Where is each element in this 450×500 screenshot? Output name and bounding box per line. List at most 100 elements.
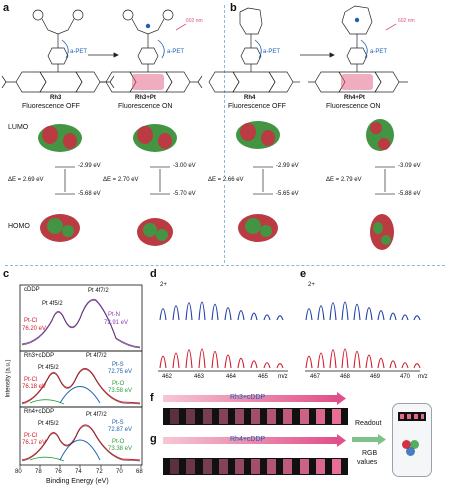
- strip-g-well-5: [251, 459, 260, 474]
- d-red-peak-2: [185, 349, 193, 369]
- homo-label-a: HOMO: [8, 223, 30, 230]
- mol-name-rh4: Rh4: [244, 95, 256, 101]
- e-blue-peak-7: [389, 312, 397, 321]
- e-xtick-1: 468: [340, 374, 351, 380]
- gap-rh3: ΔE = 2.69 eV: [8, 177, 44, 183]
- readout-line3: values: [357, 459, 378, 466]
- panel-label-d: d: [150, 268, 157, 280]
- xps-sub2-pk1: Pt 4f5/2: [38, 365, 59, 371]
- mol-name-rh4pt: Rh4+Pt: [344, 95, 365, 101]
- color-strip-f: [163, 408, 348, 425]
- strip-g-well-8: [299, 459, 309, 474]
- d-red-peak-8: [263, 362, 271, 369]
- e-blue-peak-5: [365, 307, 373, 321]
- xps-xtick-1: 78: [35, 469, 42, 475]
- panel-divider-vertical: [224, 5, 225, 263]
- strip-f-well-6: [267, 409, 277, 424]
- xps-sub3-title: Rh4+cDDP: [24, 409, 55, 415]
- fluor-off-a: Fluorescence OFF: [22, 103, 80, 110]
- homo-energy-rh3: -5.68 eV: [78, 191, 101, 197]
- xps-sub3-a3v: 73.38 eV: [108, 446, 133, 452]
- homo-energy-rh4pt: -5.88 eV: [398, 191, 421, 197]
- strip-f-well-4: [234, 409, 244, 424]
- xps-sub1-title: cDDP: [24, 287, 40, 293]
- xps-xtick-6: 68: [136, 469, 143, 475]
- d-red-peak-4: [211, 350, 219, 369]
- arrow-text-g: Rh4+cDDP: [230, 436, 266, 443]
- e-blue-peak-4: [353, 303, 361, 321]
- fluor-off-b: Fluorescence OFF: [228, 103, 286, 110]
- strip-g-well-7: [283, 459, 293, 474]
- e-red-peak-2: [329, 349, 337, 369]
- rgb-blue-icon: [406, 447, 415, 456]
- e-red-peak-8: [401, 362, 409, 369]
- e-red-peak-5: [365, 354, 373, 369]
- d-red-peak-3: [198, 348, 206, 369]
- xps-sub1-a1v: 76.20 eV: [22, 326, 47, 332]
- d-red-peak-7: [250, 360, 258, 369]
- e-blue-peak-0: [305, 308, 313, 321]
- gap-rh4: ΔE = 2.66 eV: [208, 177, 244, 184]
- xps-sub3-a2v: 72.87 eV: [108, 427, 133, 433]
- e-red-peak-7: [389, 360, 397, 369]
- e-red-peak-9: [413, 363, 421, 369]
- d-blue-peak-7: [250, 312, 258, 321]
- xps-sub2-a2: Pt-S: [112, 362, 124, 368]
- d-blue-peak-6: [237, 310, 245, 321]
- e-blue-peak-3: [341, 301, 349, 321]
- strip-f-well-5: [251, 409, 260, 424]
- strip-f-well-1: [186, 409, 196, 424]
- color-strip-g: [163, 458, 348, 475]
- strip-f-well-2: [202, 409, 212, 424]
- d-red-peak-6: [237, 357, 245, 369]
- phone-strip-preview: [398, 412, 426, 421]
- xps-sub3-a2: Pt-S: [112, 420, 124, 426]
- e-blue-peak-6: [377, 310, 385, 321]
- strip-g-well-0: [170, 459, 180, 474]
- lumo-energy-rh3: -2.99 eV: [78, 163, 101, 169]
- pet-label-rh3: a-PET: [70, 49, 88, 55]
- rgb-red-icon: [402, 440, 411, 449]
- strip-g-well-10: [331, 459, 341, 474]
- fluor-on-b: Fluorescence ON: [326, 103, 381, 110]
- d-red-peak-1: [172, 352, 180, 369]
- xps-sub3-a1v: 76.17 eV: [22, 440, 47, 446]
- lumo-label-a: LUMO: [8, 124, 29, 131]
- e-red-peak-1: [317, 352, 325, 369]
- homo-energy-rh4: -5.65 eV: [276, 191, 299, 197]
- xps-sub2-a2v: 72.75 eV: [108, 369, 133, 375]
- panel-label-b: b: [230, 2, 237, 14]
- d-blue-peak-9: [276, 315, 284, 321]
- wavelength-a: 602 nm: [186, 18, 203, 24]
- lumo-energy-rh3pt: -3.00 eV: [173, 163, 196, 169]
- strip-g-well-6: [267, 459, 277, 474]
- lumo-energy-rh4: -2.99 eV: [276, 163, 299, 169]
- strip-g-well-9: [315, 459, 325, 474]
- arrow-text-f: Rh3+cDDP: [230, 394, 266, 401]
- xps-sub3-pk2: Pt 4f7/2: [86, 412, 107, 418]
- gap-rh4pt: ΔE = 2.79 eV: [326, 177, 362, 183]
- mol-name-rh3: Rh3: [50, 95, 62, 101]
- panel-label-c: c: [3, 268, 10, 280]
- strip-f-well-9: [315, 409, 325, 424]
- d-blue-peak-3: [198, 301, 206, 321]
- d-red-peak-9: [276, 363, 284, 369]
- strip-f-well-0: [170, 409, 180, 424]
- d-blue-peak-0: [159, 308, 167, 321]
- rgb-green-icon: [410, 440, 419, 449]
- xps-sub2-a1: Pt-Cl: [24, 377, 38, 383]
- strip-g-well-1: [186, 459, 196, 474]
- xps-xtick-3: 74: [75, 469, 82, 475]
- e-blue-peak-8: [401, 314, 409, 321]
- strip-f-well-7: [283, 409, 293, 424]
- strip-f-well-8: [299, 409, 309, 424]
- pet-label-rh4pt: a-PET: [370, 49, 388, 55]
- xps-xtick-5: 70: [116, 469, 123, 475]
- d-xtick-0: 462: [162, 374, 173, 380]
- xps-sub1-a2v: 72.91 eV: [104, 320, 129, 326]
- smartphone-icon: [392, 403, 432, 477]
